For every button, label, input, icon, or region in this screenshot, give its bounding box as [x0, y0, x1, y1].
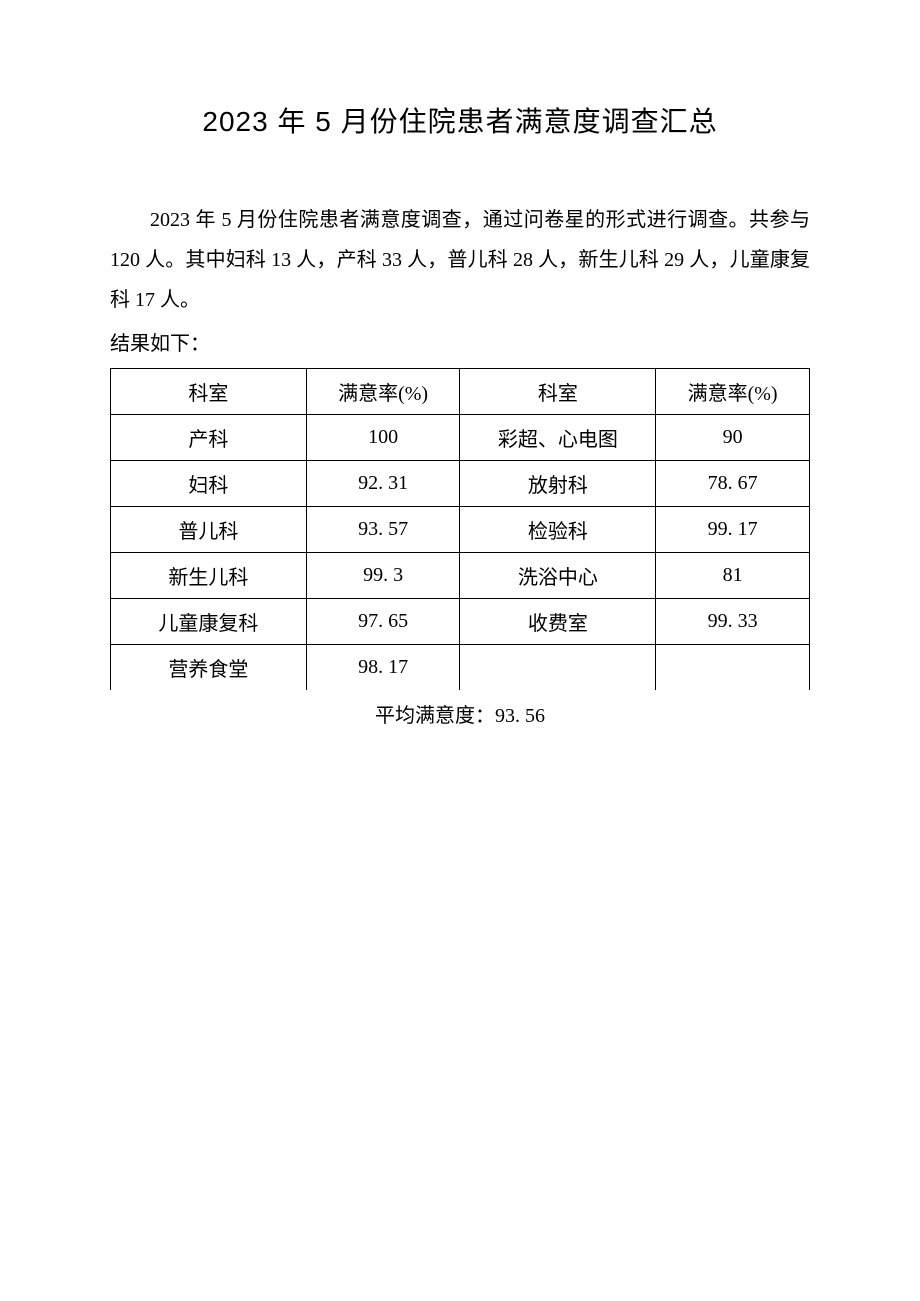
- cell-dept: 营养食堂: [111, 645, 307, 691]
- cell-rate: 81: [656, 553, 810, 599]
- table-row: 妇科 92. 31 放射科 78. 67: [111, 461, 810, 507]
- header-dept-2: 科室: [460, 369, 656, 415]
- table-row: 营养食堂 98. 17: [111, 645, 810, 691]
- cell-rate: 93. 57: [306, 507, 460, 553]
- cell-rate: 99. 3: [306, 553, 460, 599]
- cell-rate: 99. 33: [656, 599, 810, 645]
- cell-rate: 98. 17: [306, 645, 460, 691]
- cell-dept: 普儿科: [111, 507, 307, 553]
- cell-rate: 99. 17: [656, 507, 810, 553]
- cell-dept: 检验科: [460, 507, 656, 553]
- cell-rate: 78. 67: [656, 461, 810, 507]
- cell-rate: 92. 31: [306, 461, 460, 507]
- cell-dept: 彩超、心电图: [460, 415, 656, 461]
- cell-dept: 妇科: [111, 461, 307, 507]
- table-row: 新生儿科 99. 3 洗浴中心 81: [111, 553, 810, 599]
- header-dept-1: 科室: [111, 369, 307, 415]
- cell-dept: 洗浴中心: [460, 553, 656, 599]
- document-title: 2023 年 5 月份住院患者满意度调查汇总: [110, 100, 810, 140]
- cell-dept: 儿童康复科: [111, 599, 307, 645]
- cell-rate: 97. 65: [306, 599, 460, 645]
- header-rate-2: 满意率(%): [656, 369, 810, 415]
- cell-dept: 新生儿科: [111, 553, 307, 599]
- table-row: 产科 100 彩超、心电图 90: [111, 415, 810, 461]
- table-row: 儿童康复科 97. 65 收费室 99. 33: [111, 599, 810, 645]
- cell-dept: [460, 645, 656, 691]
- intro-paragraph: 2023 年 5 月份住院患者满意度调查，通过问卷星的形式进行调查。共参与 12…: [110, 200, 810, 320]
- cell-rate: 90: [656, 415, 810, 461]
- header-rate-1: 满意率(%): [306, 369, 460, 415]
- average-satisfaction: 平均满意度：93. 56: [110, 696, 810, 736]
- cell-rate: 100: [306, 415, 460, 461]
- results-label: 结果如下：: [110, 324, 810, 364]
- cell-dept: 产科: [111, 415, 307, 461]
- cell-dept: 收费室: [460, 599, 656, 645]
- cell-dept: 放射科: [460, 461, 656, 507]
- satisfaction-table: 科室 满意率(%) 科室 满意率(%) 产科 100 彩超、心电图 90 妇科 …: [110, 368, 810, 690]
- table-row: 普儿科 93. 57 检验科 99. 17: [111, 507, 810, 553]
- table-header-row: 科室 满意率(%) 科室 满意率(%): [111, 369, 810, 415]
- cell-rate: [656, 645, 810, 691]
